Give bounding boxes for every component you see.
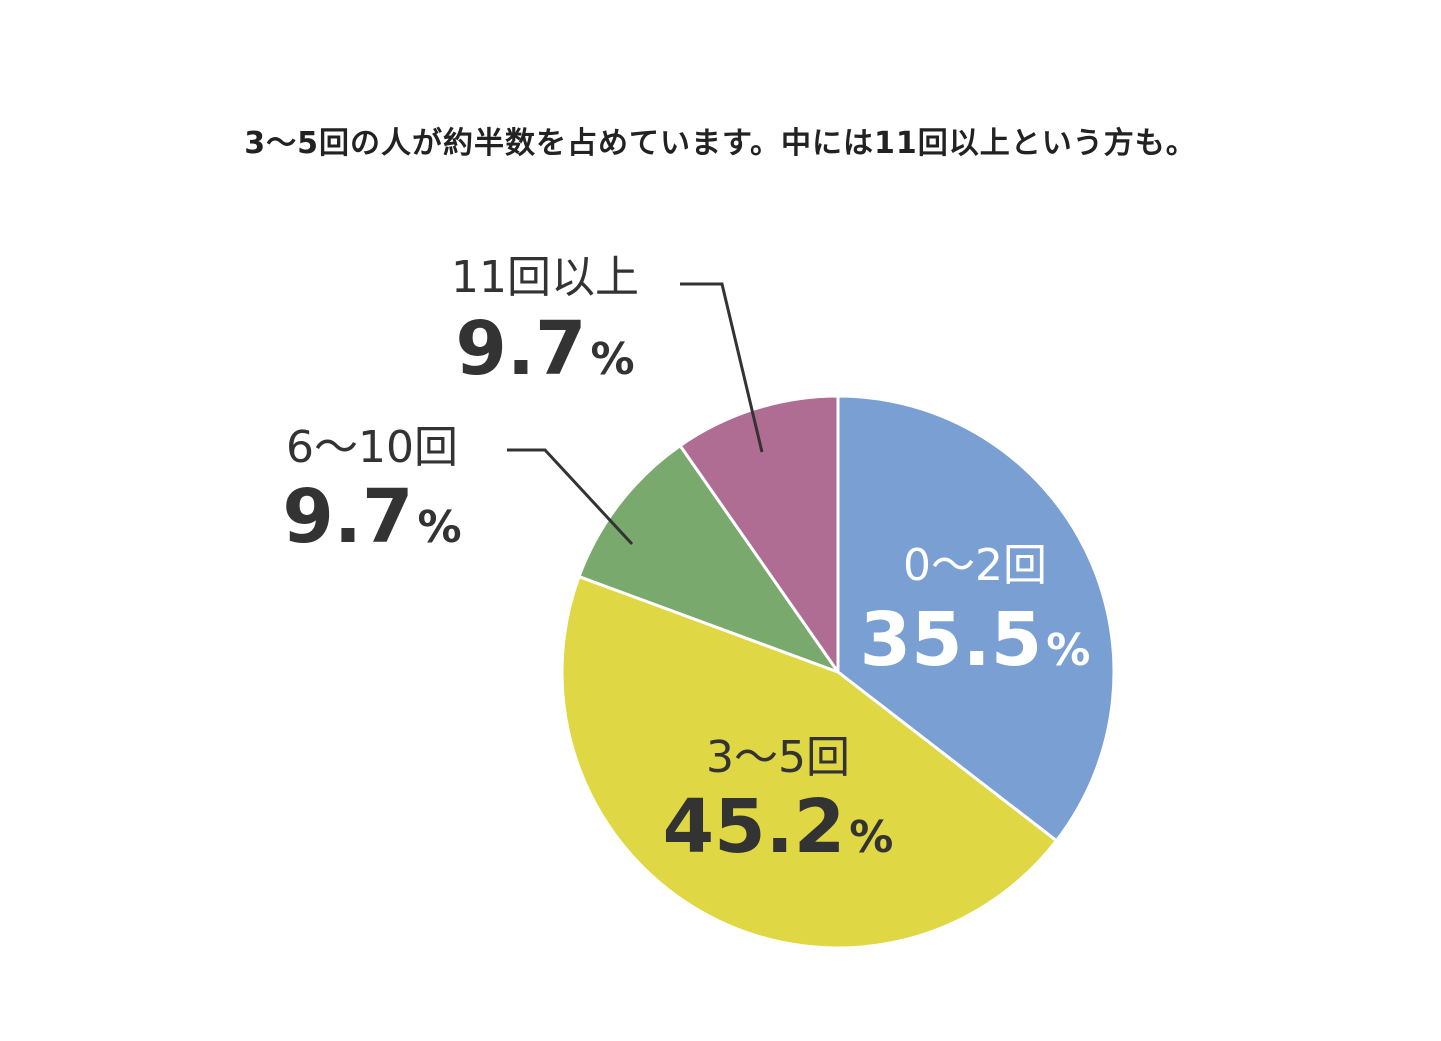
- leader-line: [507, 448, 634, 546]
- slice-percent-value: 45.2: [663, 784, 846, 870]
- slice-percent-label: 45.2%: [663, 784, 894, 870]
- leader-line: [680, 282, 764, 453]
- pie-slice: [560, 575, 1058, 950]
- slice-category-label: 6〜10回: [286, 422, 458, 473]
- slice-percent-unit: %: [1046, 625, 1090, 676]
- pie-slice: [678, 394, 840, 674]
- pie-slice: [577, 444, 840, 674]
- slice-percent-value: 9.7: [455, 306, 586, 392]
- slice-category-label: 3〜5回: [706, 732, 850, 783]
- pie-slices: [560, 394, 1116, 950]
- slice-percent-label: 9.7%: [455, 306, 634, 392]
- slice-percent-unit: %: [418, 502, 462, 553]
- slice-percent-label: 9.7%: [282, 474, 461, 560]
- slice-category-label: 0〜2回: [903, 540, 1047, 591]
- slice-category-label: 11回以上: [451, 252, 639, 303]
- leader-lines: [507, 282, 764, 546]
- slice-percent-label: 35.5%: [860, 597, 1091, 683]
- slice-percent-value: 9.7: [282, 474, 413, 560]
- chart-title: 3〜5回の人が約半数を占めています。中には11回以上という方も。: [244, 126, 1197, 161]
- slice-percent-unit: %: [849, 812, 893, 863]
- slice-percent-unit: %: [591, 334, 635, 385]
- slice-percent-value: 35.5: [860, 597, 1043, 683]
- pie-slice: [836, 394, 1116, 843]
